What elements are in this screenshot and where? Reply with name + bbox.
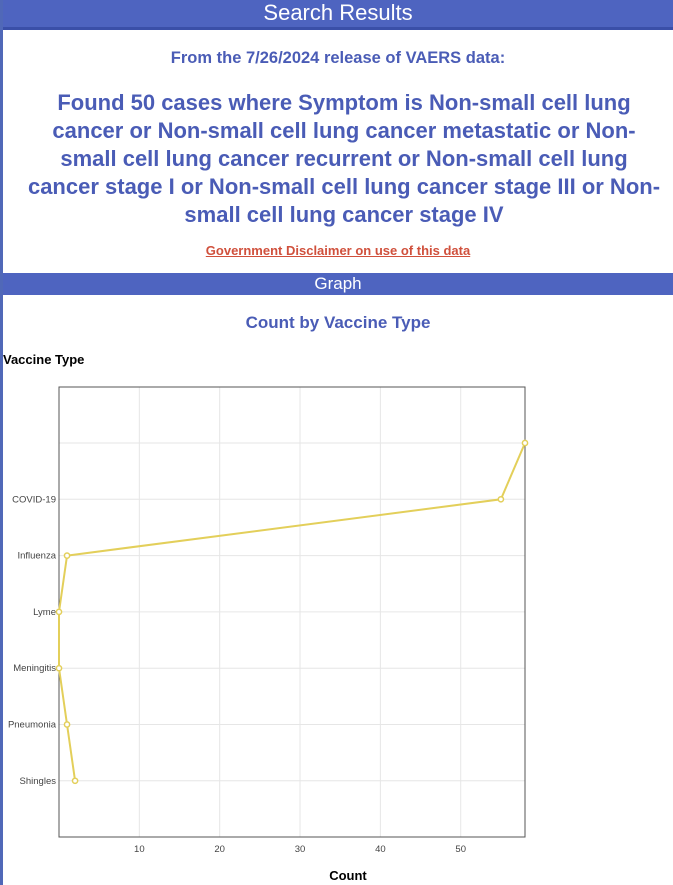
data-point bbox=[521, 439, 529, 447]
graph-section-header: Graph bbox=[3, 273, 673, 295]
release-line: From the 7/26/2024 release of VAERS data… bbox=[170, 49, 506, 67]
data-point bbox=[55, 608, 63, 616]
y-tick-label: Pneumonia bbox=[8, 720, 57, 731]
chart-title: Count by Vaccine Type bbox=[245, 313, 431, 332]
data-point bbox=[63, 552, 71, 559]
vaccine-type-chart: 10 20 30 40 50 COVID-19 Influenza Lyme Meningiti… bbox=[8, 386, 529, 855]
found-cases-summary: Found 50 cases where Symptom is Non-smal… bbox=[27, 90, 661, 227]
x-tick-label: 40 bbox=[375, 844, 386, 855]
government-disclaimer-link[interactable]: Government Disclaimer on use of this dat… bbox=[205, 243, 471, 258]
data-point bbox=[497, 495, 505, 503]
data-point bbox=[63, 721, 71, 728]
x-tick-label: 10 bbox=[134, 844, 145, 855]
y-tick-label: Lyme bbox=[33, 607, 56, 618]
x-tick-label: 20 bbox=[214, 844, 225, 855]
x-tick-label: 30 bbox=[295, 844, 306, 855]
data-point bbox=[55, 664, 63, 672]
y-tick-label: COVID-19 bbox=[12, 494, 56, 505]
y-tick-label: Meningitis bbox=[13, 663, 56, 674]
search-results-header: Search Results bbox=[3, 0, 673, 30]
x-tick-label: 50 bbox=[455, 844, 466, 855]
data-point bbox=[71, 777, 79, 785]
y-tick-label: Shingles bbox=[20, 776, 57, 787]
y-tick-label: Influenza bbox=[17, 551, 56, 562]
x-axis-title: Count bbox=[329, 868, 367, 883]
y-axis-title: Vaccine Type bbox=[3, 352, 85, 367]
